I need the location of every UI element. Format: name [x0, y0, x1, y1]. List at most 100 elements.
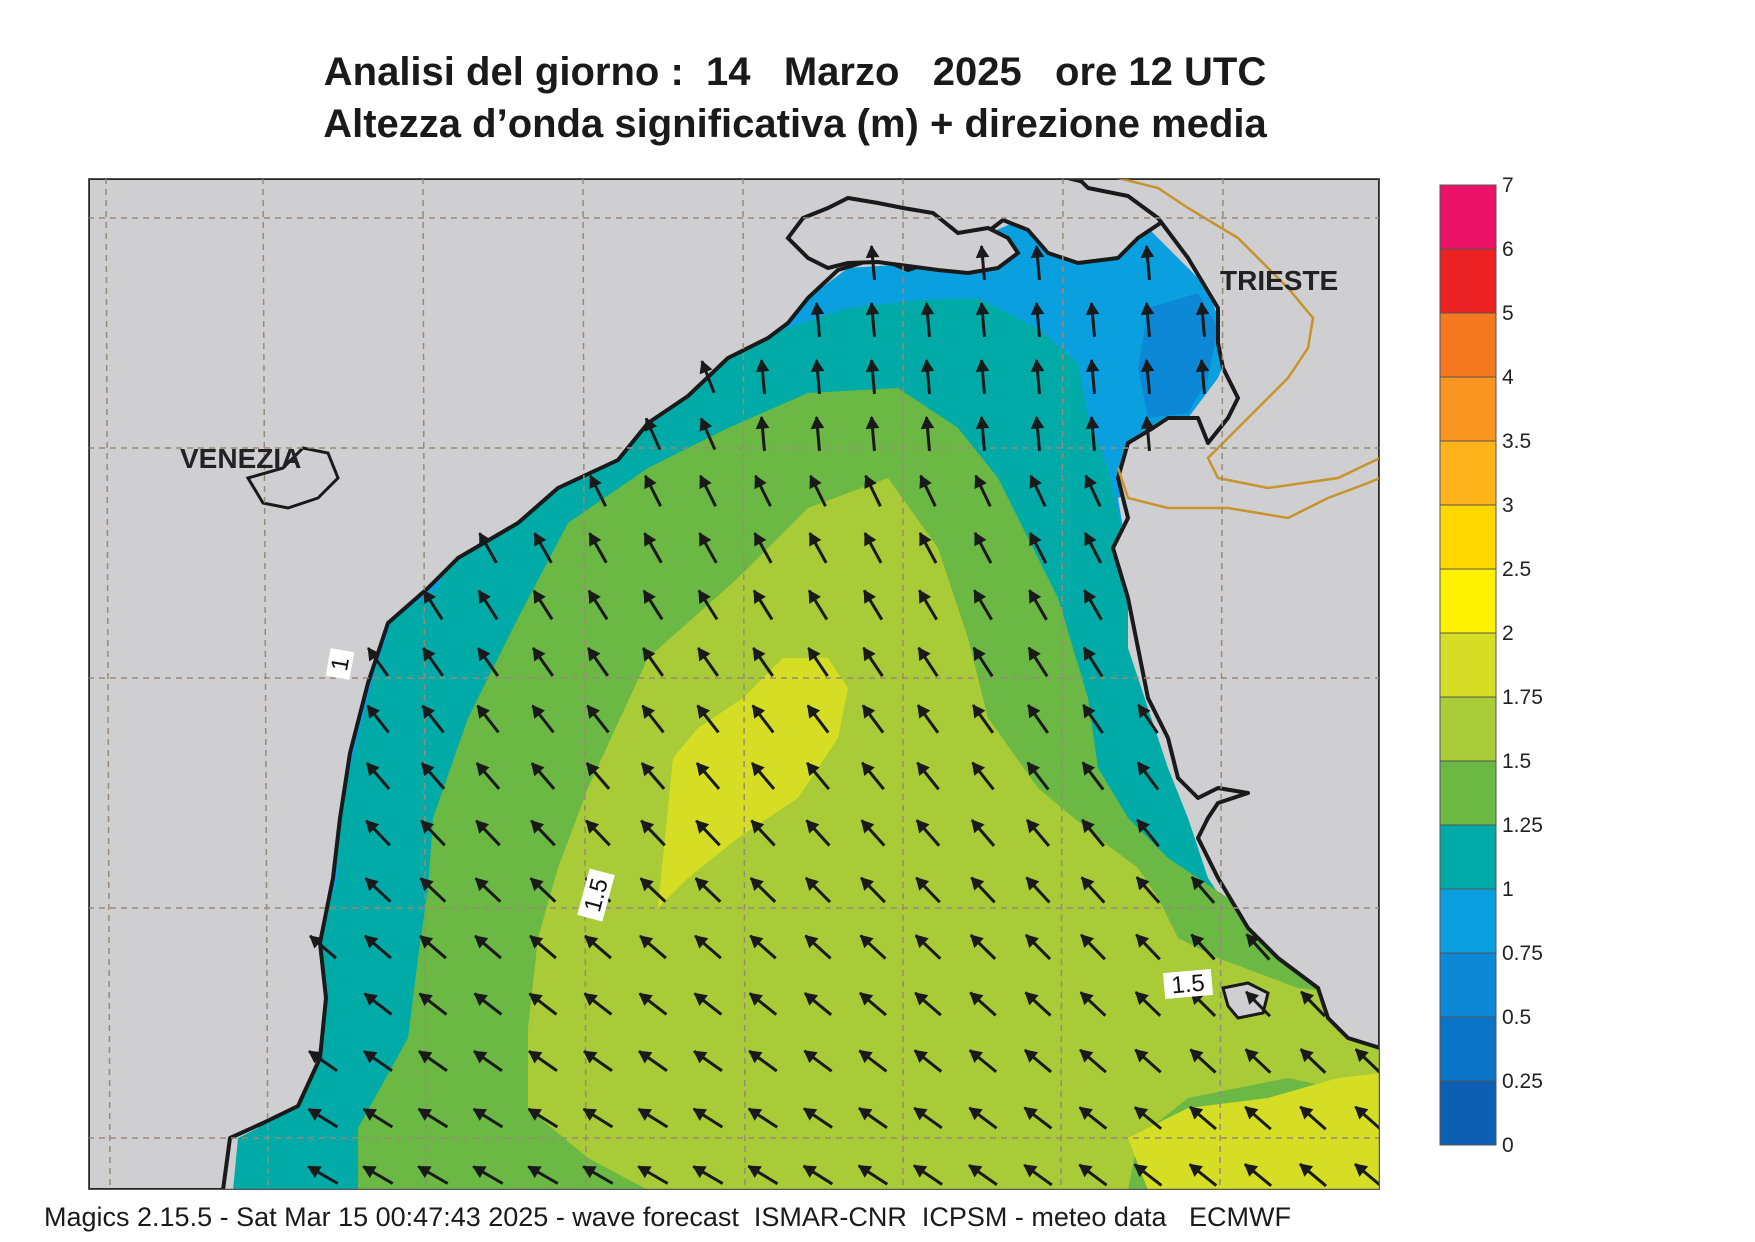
direction-arrow-head [692, 1108, 708, 1121]
direction-arrow-head [1244, 1048, 1259, 1063]
direction-arrow-head [858, 1049, 873, 1064]
color-scale-legend: 0 0.25 0.5 0.75 1 1.25 1.5 1.75 2 2.5 3 3.5 4 5 6 7 [1439, 175, 1543, 1155]
direction-arrow-head [479, 532, 492, 547]
direction-arrow-head [529, 935, 544, 949]
direction-arrow-head [968, 1164, 983, 1178]
legend-tick-label: 4 [1502, 366, 1514, 389]
legend-tick-label: 0.5 [1502, 1006, 1531, 1029]
direction-arrow-head [915, 876, 930, 891]
direction-arrow-head [865, 302, 880, 316]
contour-label-1.5-east: 1.5 [1162, 968, 1214, 1000]
map-subtitle: Altezza d’onda significativa (m) + direz… [323, 102, 1267, 146]
direction-arrow-head [527, 1108, 542, 1121]
direction-arrow-head [1136, 876, 1150, 891]
legend-tick-label: 3 [1502, 494, 1514, 517]
direction-arrow-head [423, 589, 436, 605]
legend-swatch [1439, 504, 1497, 570]
direction-arrow-head [1140, 302, 1155, 316]
direction-arrow-head [1029, 474, 1042, 489]
direction-arrow-head [1082, 704, 1096, 719]
direction-arrow-head [421, 762, 435, 777]
legend-swatch [1439, 1080, 1497, 1146]
legend-swatch [1439, 760, 1497, 826]
direction-arrow-head [1023, 1164, 1038, 1178]
direction-arrow-head [698, 589, 711, 604]
direction-arrow-head [973, 589, 987, 604]
direction-arrow-head [1028, 646, 1041, 662]
direction-arrow-head [804, 934, 819, 949]
direction-arrow-head [532, 647, 546, 662]
direction-arrow-head [919, 532, 932, 547]
direction-arrow-head [582, 1108, 597, 1121]
place-label-trieste: TRIESTE [1220, 265, 1338, 296]
direction-arrow-head [695, 819, 710, 834]
direction-arrow-head [477, 647, 491, 662]
svg-text:1.5: 1.5 [1170, 970, 1206, 1000]
direction-arrow-head [858, 1107, 873, 1121]
direction-arrow-head [1137, 761, 1151, 776]
direction-arrow-head [748, 1050, 763, 1064]
direction-arrow-head [639, 877, 654, 892]
grid-lines [88, 178, 1380, 1190]
direction-arrow-head [749, 935, 764, 949]
direction-arrow-head [307, 1108, 322, 1121]
direction-arrow-head [693, 992, 708, 1007]
direction-arrow-head [1244, 1106, 1259, 1120]
direction-arrow-head [638, 992, 653, 1007]
direction-arrow-head [1027, 761, 1041, 776]
direction-arrow-head [419, 935, 434, 949]
direction-arrow-head [970, 934, 984, 949]
legend-tick-label: 0.25 [1502, 1070, 1543, 1093]
direction-arrow-head [639, 935, 654, 949]
direction-arrow-head [917, 704, 931, 719]
direction-arrow-head [583, 992, 598, 1007]
direction-arrow-head [367, 647, 381, 662]
direction-arrow-head [864, 474, 877, 490]
direction-arrow-head [1030, 245, 1045, 259]
direction-arrow-head [861, 762, 875, 777]
direction-arrow-head [528, 992, 543, 1007]
direction-arrow-head [748, 992, 763, 1006]
direction-arrow-head [1084, 589, 1097, 604]
sea-region-1.75-2-se [1128, 1073, 1380, 1190]
direction-arrow-head [808, 589, 821, 604]
direction-arrow-head [1085, 359, 1100, 373]
direction-arrow-head [805, 819, 820, 834]
direction-arrow-head [752, 704, 766, 719]
direction-arrow-head [419, 877, 434, 892]
direction-arrow-head [1135, 933, 1150, 948]
legend-swatch [1439, 632, 1497, 698]
direction-arrow-head [806, 762, 820, 777]
direction-arrow-head [364, 935, 379, 949]
legend-swatch [1439, 696, 1497, 762]
direction-arrow-head [809, 474, 822, 490]
direction-arrow-head [472, 1165, 487, 1179]
direction-arrow-head [807, 647, 821, 662]
direction-arrow-head [1082, 761, 1096, 776]
direction-arrow-head [638, 1050, 653, 1064]
direction-arrow-head [473, 1050, 488, 1064]
direction-arrow-head [643, 589, 656, 605]
direction-arrow-head [533, 589, 546, 605]
direction-arrow-head [696, 704, 711, 719]
map-title: Analisi del giorno : 14 Marzo 2025 ore 1… [323, 50, 1267, 94]
direction-arrow-head [417, 1108, 432, 1121]
direction-arrow-head [750, 819, 765, 834]
direction-arrow-head [693, 1050, 708, 1064]
contour-label-1: 1 [325, 648, 355, 680]
direction-arrow-head [1030, 302, 1045, 316]
legend-swatch [1439, 248, 1497, 314]
direction-arrow-head [1354, 1106, 1369, 1120]
direction-arrow-head [920, 359, 935, 373]
legend-tick-label: 1.75 [1502, 686, 1543, 709]
direction-arrow-head [1024, 991, 1039, 1006]
direction-arrow-head [640, 819, 655, 834]
direction-arrow-head [914, 934, 929, 949]
direction-arrow-head [308, 1050, 323, 1064]
legend-tick-label: 0 [1502, 1134, 1514, 1155]
direction-arrow-head [1140, 245, 1155, 259]
direction-arrow-head [1028, 589, 1042, 604]
direction-arrow-head [307, 1165, 322, 1179]
direction-arrow-head [1134, 1048, 1149, 1063]
direction-arrow-head [968, 1107, 983, 1121]
